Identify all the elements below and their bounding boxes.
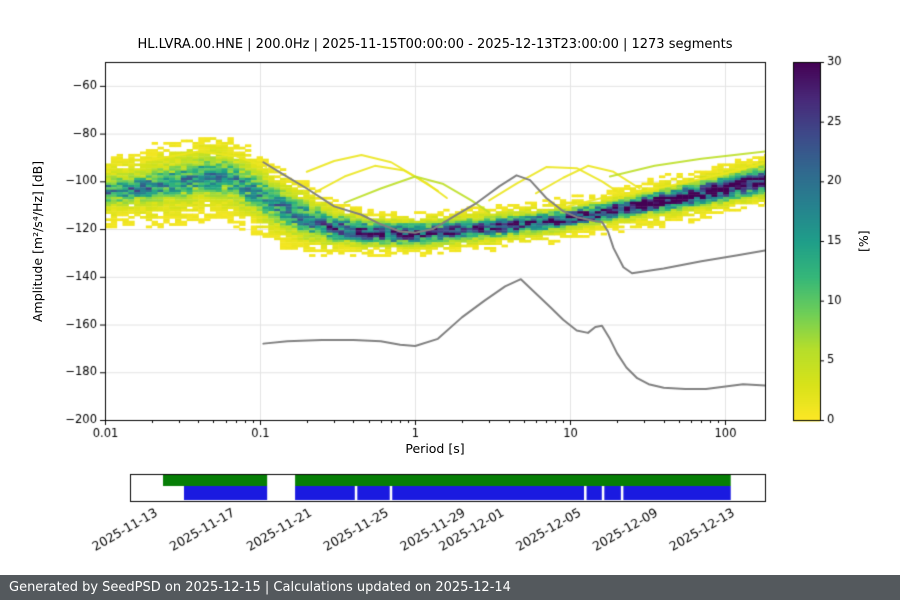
x-axis-label: Period [s] (405, 441, 465, 456)
colorbar-label: [%] (856, 230, 871, 252)
plot-title: HL.LVRA.00.HNE | 200.0Hz | 2025-11-15T00… (137, 37, 733, 52)
footer-status-bar: Generated by SeedPSD on 2025-12-15 | Cal… (0, 575, 900, 600)
y-axis-label: Amplitude [m²/s⁴/Hz] [dB] (30, 160, 45, 322)
